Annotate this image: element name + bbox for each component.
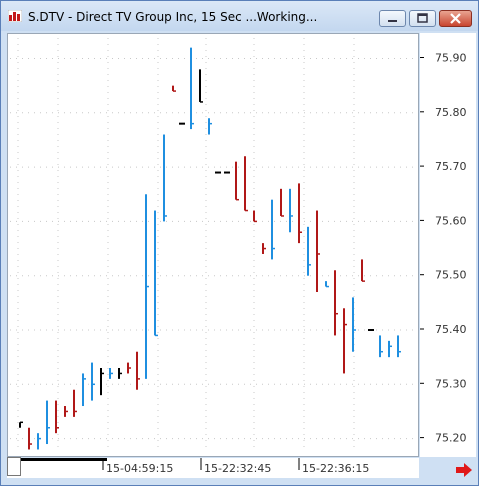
y-axis: 75.90 75.80 75.70 75.60 75.50 75.40 75.30 75.20: [420, 52, 467, 445]
price-bar: [199, 69, 203, 103]
price-bar: [154, 210, 158, 337]
price-bar: [91, 362, 95, 401]
price-bar: [262, 243, 266, 254]
x-tick-label: 15-22:36:15: [302, 462, 369, 475]
price-bar: [118, 368, 122, 379]
price-bar: [172, 85, 176, 92]
price-bar: [37, 433, 41, 450]
price-bar: [298, 183, 302, 244]
price-bar: [82, 373, 86, 407]
time-axis[interactable]: 15-04:59:15 15-22:32:45 15-22:36:15: [7, 458, 419, 478]
price-bar: [379, 335, 383, 358]
price-bar: [253, 210, 257, 223]
price-bar: [208, 118, 212, 135]
window-title: S.DTV - Direct TV Group Inc, 15 Sec ...W…: [28, 10, 318, 24]
price-bar: [163, 134, 167, 222]
price-bar: [190, 47, 194, 130]
price-bar: [55, 400, 59, 434]
scroll-right-arrow-icon[interactable]: [455, 463, 473, 477]
price-bar: [136, 351, 140, 390]
price-bar: [289, 188, 293, 233]
price-bar: [244, 156, 248, 212]
y-tick-label: 75.20: [435, 432, 467, 445]
price-plot-area[interactable]: [7, 33, 419, 457]
chart-app-icon: [8, 10, 22, 22]
x-tick-label: 15-22:32:45: [204, 462, 271, 475]
price-bar: [361, 259, 365, 282]
price-bar: [352, 297, 356, 352]
y-tick-label: 75.90: [435, 52, 467, 65]
restore-button[interactable]: [409, 10, 436, 27]
price-bar: [64, 406, 68, 417]
price-bar: [397, 335, 401, 358]
minimize-button[interactable]: [379, 10, 406, 27]
title-bar[interactable]: S.DTV - Direct TV Group Inc, 15 Sec ...W…: [1, 1, 478, 31]
y-tick-label: 75.50: [435, 269, 467, 282]
close-icon: [450, 13, 461, 24]
price-bar: [145, 194, 149, 379]
price-bar: [343, 308, 347, 374]
close-button[interactable]: [439, 10, 472, 27]
price-bar: [127, 362, 131, 374]
y-tick-label: 75.70: [435, 160, 467, 173]
price-bar: [280, 188, 284, 217]
price-chart: [10, 38, 416, 452]
price-axis[interactable]: 75.90 75.80 75.70 75.60 75.50 75.40 75.30 75.20: [420, 33, 476, 457]
price-bar: [325, 281, 329, 288]
price-bar: [316, 210, 320, 292]
restore-icon: [417, 13, 428, 23]
y-tick-label: 75.60: [435, 214, 467, 227]
price-bar: [388, 340, 392, 358]
price-bar: [235, 161, 239, 201]
price-bar: [28, 427, 32, 450]
x-tick-label: 15-04:59:15: [106, 462, 173, 475]
price-bar: [334, 270, 338, 336]
price-bar: [73, 389, 77, 417]
price-bar: [307, 226, 311, 276]
y-tick-label: 75.40: [435, 323, 467, 336]
price-bar: [46, 400, 50, 445]
scroll-handle[interactable]: [7, 457, 22, 477]
price-bar: [19, 421, 23, 428]
price-bar: [271, 199, 275, 260]
y-tick-label: 75.80: [435, 106, 467, 119]
price-bar: [100, 368, 104, 396]
price-bar: [109, 368, 113, 379]
x-axis: 15-04:59:15 15-22:32:45 15-22:36:15: [21, 458, 369, 475]
y-tick-label: 75.30: [435, 377, 467, 390]
minimize-icon: [388, 20, 397, 22]
